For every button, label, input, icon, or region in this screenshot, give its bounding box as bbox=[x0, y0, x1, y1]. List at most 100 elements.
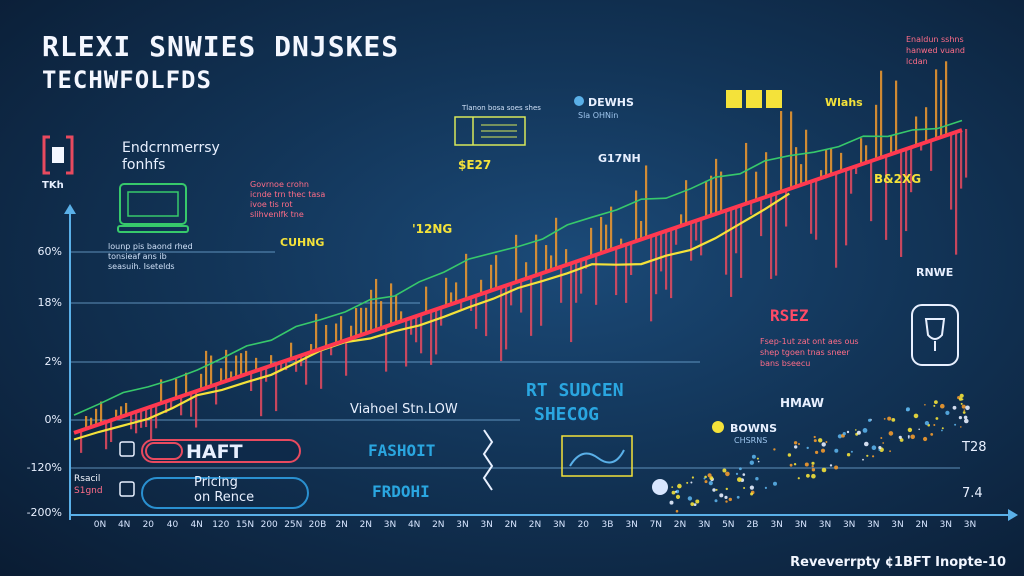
scatter-point bbox=[671, 486, 674, 488]
bowns-sub-label: CHSRNS bbox=[734, 436, 768, 445]
bar bbox=[660, 233, 663, 272]
x-tick-label: 20 bbox=[577, 520, 590, 530]
scatter-point bbox=[887, 416, 892, 421]
scatter-point bbox=[712, 488, 716, 492]
scatter-point bbox=[677, 483, 682, 489]
x-tick-label: 3N bbox=[770, 520, 783, 530]
scatter-point bbox=[962, 411, 966, 414]
scatter-point bbox=[934, 400, 938, 404]
bar bbox=[260, 369, 263, 417]
scatter-point bbox=[789, 463, 793, 467]
x-tick-label: 20B bbox=[308, 520, 327, 530]
x-tick-label: 3N bbox=[480, 520, 493, 530]
laptop-icon bbox=[117, 183, 189, 233]
bar bbox=[620, 238, 623, 247]
x-tick-label: 3N bbox=[867, 520, 880, 530]
x-tick-label: 3N bbox=[842, 520, 856, 530]
chip-icon bbox=[119, 439, 301, 463]
scatter-point bbox=[954, 423, 957, 426]
scatter-point bbox=[743, 487, 746, 489]
bar bbox=[305, 354, 308, 385]
scatter-point bbox=[963, 415, 968, 420]
bar bbox=[925, 107, 928, 143]
left-bracket-icon bbox=[42, 135, 74, 175]
bar bbox=[495, 255, 498, 290]
scatter-point bbox=[806, 473, 810, 478]
bzx-label: B&2XG bbox=[874, 172, 922, 186]
bar bbox=[915, 116, 918, 147]
bar bbox=[730, 209, 733, 297]
bar bbox=[750, 202, 753, 215]
bar bbox=[760, 198, 763, 237]
scatter-point bbox=[695, 499, 700, 504]
scatter-point bbox=[675, 509, 679, 513]
bar bbox=[340, 316, 343, 343]
bar bbox=[535, 234, 538, 276]
bar bbox=[765, 152, 768, 198]
right-value-label: T28 bbox=[962, 440, 987, 455]
scatter-point bbox=[715, 488, 718, 491]
vahoel-label: Viahoel Stn.LOW bbox=[350, 402, 458, 417]
y-tick-label: 0% bbox=[44, 413, 62, 426]
bar bbox=[140, 410, 143, 428]
bar bbox=[715, 158, 718, 215]
bar bbox=[155, 405, 158, 429]
scatter-point bbox=[714, 499, 718, 503]
x-tick-label: 3N bbox=[552, 520, 566, 530]
bar bbox=[665, 231, 668, 290]
bar bbox=[285, 360, 288, 371]
bar bbox=[215, 384, 218, 405]
scatter-point bbox=[959, 393, 964, 398]
x-tick-label: 2N bbox=[335, 520, 348, 530]
bar bbox=[180, 396, 183, 416]
bar bbox=[545, 245, 548, 273]
bar bbox=[955, 132, 958, 255]
bar bbox=[740, 205, 743, 278]
scatter-point bbox=[960, 402, 963, 405]
x-tick-label: 3N bbox=[697, 520, 711, 530]
dewhs-label: DEWHS bbox=[588, 96, 634, 109]
bar bbox=[175, 378, 178, 399]
scatter-point bbox=[728, 497, 732, 502]
x-tick-label: 2N bbox=[673, 520, 687, 530]
top-right-small-label: Wlahs bbox=[825, 96, 863, 109]
scatter-point bbox=[880, 437, 883, 439]
x-tick-label: 0N bbox=[93, 520, 107, 530]
bar bbox=[470, 297, 473, 311]
bar bbox=[655, 234, 658, 295]
x-tick-label: 120 bbox=[212, 520, 230, 530]
scatter-point bbox=[691, 476, 695, 479]
bar bbox=[960, 130, 963, 189]
scatter-point bbox=[889, 450, 891, 453]
bar bbox=[415, 316, 418, 343]
bar bbox=[330, 345, 333, 356]
bar bbox=[615, 248, 618, 296]
shecog-label: SHECOG bbox=[534, 404, 600, 425]
bar bbox=[400, 311, 403, 322]
bar bbox=[720, 171, 723, 213]
bar bbox=[435, 309, 438, 355]
bar bbox=[190, 393, 193, 417]
x-tick-label: 15N bbox=[235, 520, 255, 530]
scatter-point bbox=[846, 430, 850, 434]
bar bbox=[670, 229, 673, 299]
scatter-point bbox=[961, 404, 966, 409]
signal-icon bbox=[561, 435, 633, 477]
scatter-point bbox=[751, 454, 756, 459]
bar bbox=[220, 368, 223, 384]
bar bbox=[210, 355, 213, 387]
bowns-dot-icon bbox=[712, 421, 724, 433]
antenna-icon bbox=[482, 429, 494, 491]
scatter-point bbox=[825, 441, 828, 443]
bar bbox=[735, 207, 738, 254]
scatter-point bbox=[862, 458, 864, 461]
bar bbox=[405, 319, 408, 367]
bar bbox=[560, 267, 563, 303]
left-code-label: TKh bbox=[42, 180, 64, 191]
bar bbox=[90, 417, 93, 428]
bar bbox=[235, 355, 238, 378]
bar bbox=[100, 401, 103, 425]
bar bbox=[525, 262, 528, 280]
scatter-point bbox=[855, 429, 857, 431]
bar bbox=[645, 165, 648, 239]
